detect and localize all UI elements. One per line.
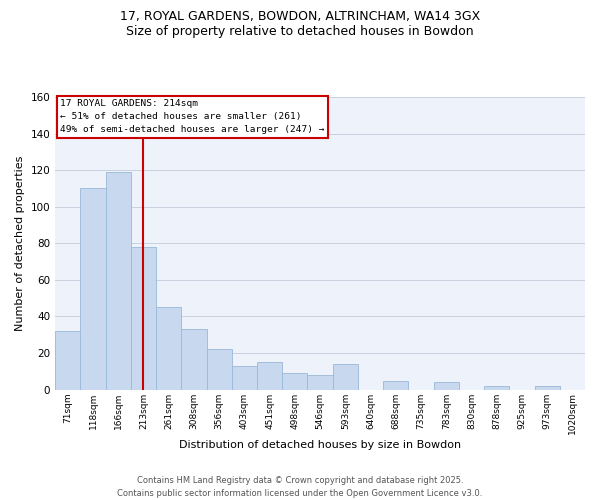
Bar <box>156 308 181 390</box>
Bar <box>55 331 80 390</box>
Bar <box>106 172 131 390</box>
Bar <box>257 362 282 390</box>
Bar <box>206 350 232 390</box>
Y-axis label: Number of detached properties: Number of detached properties <box>15 156 25 331</box>
Bar <box>232 366 257 390</box>
Bar <box>80 188 106 390</box>
Bar <box>181 330 206 390</box>
X-axis label: Distribution of detached houses by size in Bowdon: Distribution of detached houses by size … <box>179 440 461 450</box>
Bar <box>434 382 459 390</box>
Text: 17, ROYAL GARDENS, BOWDON, ALTRINCHAM, WA14 3GX
Size of property relative to det: 17, ROYAL GARDENS, BOWDON, ALTRINCHAM, W… <box>120 10 480 38</box>
Bar <box>484 386 509 390</box>
Bar <box>282 373 307 390</box>
Bar <box>535 386 560 390</box>
Text: 17 ROYAL GARDENS: 214sqm
← 51% of detached houses are smaller (261)
49% of semi-: 17 ROYAL GARDENS: 214sqm ← 51% of detach… <box>60 99 325 134</box>
Bar <box>307 375 332 390</box>
Text: Contains HM Land Registry data © Crown copyright and database right 2025.
Contai: Contains HM Land Registry data © Crown c… <box>118 476 482 498</box>
Bar <box>383 380 409 390</box>
Bar <box>131 247 156 390</box>
Bar <box>332 364 358 390</box>
